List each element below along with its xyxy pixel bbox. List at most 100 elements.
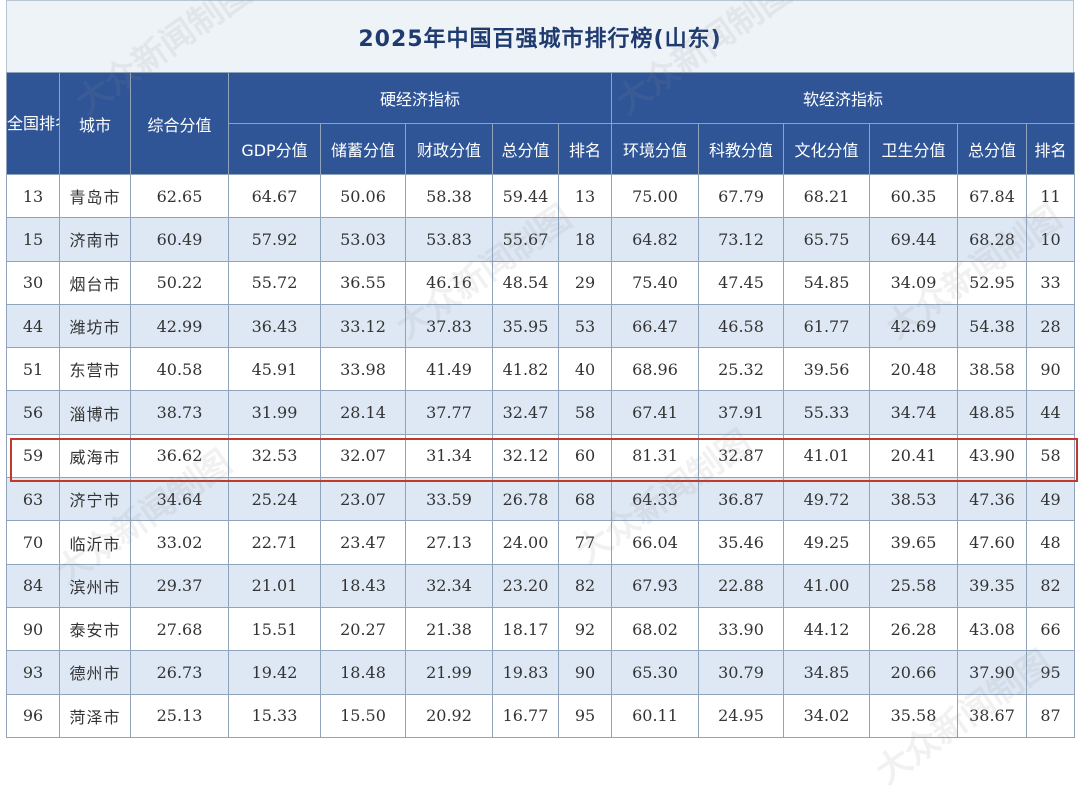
table-header: 全国排名 城市 综合分值 硬经济指标 软经济指标 GDP分值 储蓄分值 财政分值… (6, 72, 1076, 175)
savings-score-cell: 23.07 (320, 477, 406, 522)
hard-total-cell: 41.82 (492, 347, 559, 392)
gdp-score-cell: 45.91 (228, 347, 321, 392)
health-score-cell: 34.74 (869, 390, 958, 435)
soft-rank-cell: 28 (1025, 303, 1076, 349)
health-score-cell: 39.65 (869, 520, 958, 565)
table-row: 51 东营市 40.58 45.91 33.98 41.49 41.82 40 68.96 25.… (6, 347, 1076, 392)
national-rank-header: 全国排名 (6, 72, 60, 175)
city-cell: 泰安市 (59, 606, 131, 652)
soft-total-cell: 43.08 (957, 606, 1027, 652)
title-bar: 2025年中国百强城市排行榜(山东) (6, 0, 1074, 72)
gdp-score-cell: 15.51 (228, 606, 321, 652)
culture-score-cell: 55.33 (783, 390, 870, 435)
hard-rank-header: 排名 (558, 123, 612, 175)
culture-score-cell: 44.12 (783, 606, 870, 652)
soft-total-cell: 47.36 (957, 477, 1027, 522)
national-rank-cell: 93 (6, 650, 60, 695)
table-row-highlighted: 59 威海市 36.62 32.53 32.07 31.34 32.12 60 81.31 32.… (6, 433, 1076, 479)
environment-score-cell: 68.96 (611, 347, 699, 392)
soft-economy-header: 软经济指标 (610, 72, 1076, 124)
hard-total-cell: 18.17 (492, 606, 559, 652)
fiscal-score-cell: 31.34 (405, 433, 493, 479)
composite-score-cell: 33.02 (130, 520, 229, 565)
fiscal-score-cell: 37.83 (405, 303, 493, 349)
soft-rank-cell: 44 (1025, 390, 1076, 435)
soft-total-cell: 38.67 (957, 693, 1027, 738)
soft-total-cell: 38.58 (957, 347, 1027, 392)
hard-total-cell: 55.67 (492, 217, 559, 262)
ranking-document: 2025年中国百强城市排行榜(山东) 全国排名 城市 综合分值 硬经济指标 (6, 0, 1078, 759)
education-score-cell: 33.90 (698, 606, 784, 652)
savings-score-cell: 28.14 (320, 390, 406, 435)
health-score-cell: 26.28 (869, 606, 958, 652)
city-cell: 临沂市 (59, 520, 131, 565)
fiscal-score-cell: 32.34 (405, 563, 493, 608)
hard-economy-header: 硬经济指标 (228, 72, 612, 124)
education-score-cell: 35.46 (698, 520, 784, 565)
environment-score-cell: 65.30 (611, 650, 699, 695)
savings-score-cell: 15.50 (320, 693, 406, 738)
soft-rank-cell: 90 (1025, 347, 1076, 392)
table-row: 44 潍坊市 42.99 36.43 33.12 37.83 35.95 53 66.47 46.… (6, 303, 1076, 349)
table-row: 63 济宁市 34.64 25.24 23.07 33.59 26.78 68 64.33 36.… (6, 477, 1076, 522)
savings-score-cell: 32.07 (320, 433, 406, 479)
culture-score-cell: 54.85 (783, 260, 870, 305)
fiscal-score-cell: 37.77 (405, 390, 493, 435)
gdp-score-cell: 32.53 (228, 433, 321, 479)
gdp-score-cell: 64.67 (228, 173, 321, 219)
health-score-cell: 20.48 (869, 347, 958, 392)
health-score-cell: 60.35 (869, 173, 958, 219)
national-rank-cell: 84 (6, 563, 60, 608)
table-row: 56 淄博市 38.73 31.99 28.14 37.77 32.47 58 67.41 37.… (6, 390, 1076, 435)
city-cell: 青岛市 (59, 173, 131, 219)
savings-score-cell: 53.03 (320, 217, 406, 262)
composite-score-cell: 62.65 (130, 173, 229, 219)
fiscal-score-cell: 46.16 (405, 260, 493, 305)
savings-score-cell: 18.48 (320, 650, 406, 695)
health-score-cell: 25.58 (869, 563, 958, 608)
table-row: 30 烟台市 50.22 55.72 36.55 46.16 48.54 29 75.40 47.… (6, 260, 1076, 305)
national-rank-cell: 90 (6, 606, 60, 652)
national-rank-cell: 51 (6, 347, 60, 392)
environment-score-cell: 64.82 (611, 217, 699, 262)
soft-total-cell: 48.85 (957, 390, 1027, 435)
soft-rank-cell: 11 (1025, 173, 1076, 219)
savings-score-header: 储蓄分值 (320, 123, 406, 175)
health-score-cell: 42.69 (869, 303, 958, 349)
health-score-cell: 38.53 (869, 477, 958, 522)
hard-total-cell: 32.12 (492, 433, 559, 479)
national-rank-cell: 63 (6, 477, 60, 522)
culture-score-cell: 68.21 (783, 173, 870, 219)
hard-total-cell: 23.20 (492, 563, 559, 608)
gdp-score-cell: 15.33 (228, 693, 321, 738)
hard-rank-cell: 13 (558, 173, 612, 219)
gdp-score-cell: 57.92 (228, 217, 321, 262)
culture-score-cell: 65.75 (783, 217, 870, 262)
health-score-cell: 69.44 (869, 217, 958, 262)
environment-score-header: 环境分值 (611, 123, 699, 175)
national-rank-cell: 30 (6, 260, 60, 305)
education-score-cell: 30.79 (698, 650, 784, 695)
table-row: 15 济南市 60.49 57.92 53.03 53.83 55.67 18 64.82 73.… (6, 217, 1076, 262)
gdp-score-cell: 19.42 (228, 650, 321, 695)
composite-score-cell: 27.68 (130, 606, 229, 652)
gdp-score-cell: 21.01 (228, 563, 321, 608)
culture-score-cell: 34.02 (783, 693, 870, 738)
hard-total-cell: 24.00 (492, 520, 559, 565)
table-row: 70 临沂市 33.02 22.71 23.47 27.13 24.00 77 66.04 35.… (6, 520, 1076, 565)
composite-score-cell: 29.37 (130, 563, 229, 608)
composite-score-cell: 26.73 (130, 650, 229, 695)
gdp-score-cell: 31.99 (228, 390, 321, 435)
soft-rank-cell: 10 (1025, 217, 1076, 262)
composite-score-cell: 60.49 (130, 217, 229, 262)
gdp-score-header: GDP分值 (228, 123, 321, 175)
gdp-score-cell: 25.24 (228, 477, 321, 522)
ranking-table: 全国排名 城市 综合分值 硬经济指标 软经济指标 GDP分值 储蓄分值 财政分值… (6, 72, 1076, 738)
culture-score-cell: 49.25 (783, 520, 870, 565)
education-score-cell: 73.12 (698, 217, 784, 262)
education-score-cell: 24.95 (698, 693, 784, 738)
hard-rank-cell: 18 (558, 217, 612, 262)
city-cell: 淄博市 (59, 390, 131, 435)
composite-score-cell: 25.13 (130, 693, 229, 738)
environment-score-cell: 67.41 (611, 390, 699, 435)
